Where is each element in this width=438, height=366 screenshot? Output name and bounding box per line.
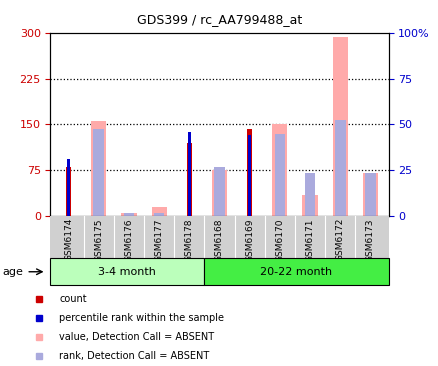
Text: 3-4 month: 3-4 month <box>98 267 156 277</box>
Text: rank, Detection Call = ABSENT: rank, Detection Call = ABSENT <box>60 351 209 361</box>
Bar <box>362 173 377 216</box>
Bar <box>93 129 104 216</box>
Bar <box>151 207 166 216</box>
Bar <box>247 135 251 216</box>
Text: GSM6177: GSM6177 <box>154 218 163 262</box>
Bar <box>332 37 347 216</box>
Text: GDS399 / rc_AA799488_at: GDS399 / rc_AA799488_at <box>137 13 301 26</box>
Bar <box>91 122 106 216</box>
Text: count: count <box>60 294 87 304</box>
Bar <box>67 159 70 216</box>
Bar <box>274 134 285 216</box>
Text: GSM6174: GSM6174 <box>64 218 73 261</box>
Bar <box>186 143 191 216</box>
Bar <box>187 132 191 216</box>
Bar <box>302 195 317 216</box>
Bar <box>153 213 164 216</box>
Bar <box>334 120 345 216</box>
Bar <box>124 213 134 216</box>
Text: GSM6178: GSM6178 <box>184 218 194 262</box>
Text: GSM6172: GSM6172 <box>335 218 344 261</box>
Bar <box>66 167 71 216</box>
Bar <box>247 129 252 216</box>
Text: GSM6169: GSM6169 <box>244 218 254 262</box>
Bar <box>304 173 314 216</box>
Text: percentile rank within the sample: percentile rank within the sample <box>60 313 224 323</box>
Text: GSM6173: GSM6173 <box>365 218 374 262</box>
Text: age: age <box>3 267 23 277</box>
Text: GSM6176: GSM6176 <box>124 218 133 262</box>
Bar <box>364 173 375 216</box>
Bar <box>214 167 224 216</box>
Bar <box>204 258 388 285</box>
Bar <box>272 124 287 216</box>
Text: value, Detection Call = ABSENT: value, Detection Call = ABSENT <box>60 332 214 342</box>
Bar <box>50 258 204 285</box>
Text: GSM6168: GSM6168 <box>215 218 223 262</box>
Text: GSM6171: GSM6171 <box>305 218 314 262</box>
Text: GSM6170: GSM6170 <box>275 218 284 262</box>
Bar <box>212 170 226 216</box>
Bar <box>121 213 136 216</box>
Text: GSM6175: GSM6175 <box>94 218 103 262</box>
Text: 20-22 month: 20-22 month <box>260 267 332 277</box>
